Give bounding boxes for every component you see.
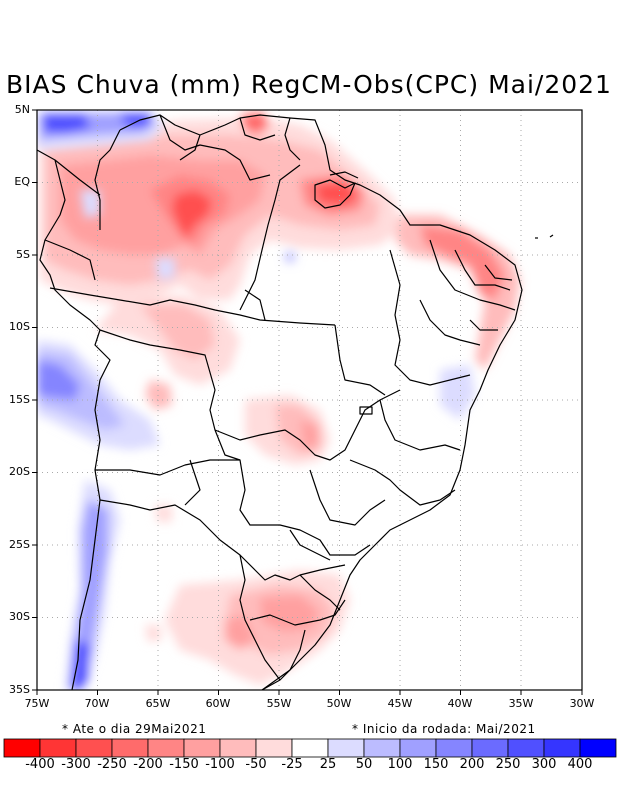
lon-label: 35W	[508, 697, 534, 710]
red-bias-areas	[40, 112, 520, 685]
colorbar-tick-label: -100	[205, 757, 235, 772]
colorbar-tick-label: 150	[423, 757, 449, 772]
graticule	[37, 110, 582, 690]
colorbar-tick-label: -250	[97, 757, 127, 772]
colorbar-tick-label: 300	[531, 757, 557, 772]
colorbar-swatch	[471, 738, 509, 758]
colorbar-swatch	[147, 738, 185, 758]
colorbar-swatch	[291, 738, 329, 758]
colorbar-tick-label: -150	[169, 757, 199, 772]
colorbar-tick-label: -50	[245, 757, 267, 772]
colorbar-swatch	[3, 738, 41, 758]
map-title: BIAS Chuva (mm) RegCM-Obs(CPC) Mai/2021	[6, 70, 612, 99]
colorbar-swatch	[219, 738, 257, 758]
lat-label: EQ	[14, 175, 30, 188]
axis-ticks	[32, 109, 583, 695]
note-until-date: * Ate o dia 29Mai2021	[62, 722, 207, 736]
lon-label: 75W	[24, 697, 50, 710]
lat-label: 20S	[9, 465, 30, 478]
colorbar-tick-label: 400	[567, 757, 593, 772]
note-run-start: * Inicio da rodada: Mai/2021	[352, 722, 536, 736]
lon-label: 60W	[205, 697, 231, 710]
lon-label: 50W	[326, 697, 352, 710]
colorbar-tick-label: -25	[281, 757, 303, 772]
colorbar-tick-label: 25	[319, 757, 337, 772]
lon-label: 30W	[569, 697, 595, 710]
colorbar-swatch	[255, 738, 293, 758]
lat-label: 35S	[9, 683, 30, 696]
colorbar-swatch	[39, 738, 77, 758]
colorbar-swatch	[435, 738, 473, 758]
colorbar-swatch	[75, 738, 113, 758]
colorbar-swatch	[363, 738, 401, 758]
colorbar-swatch	[111, 738, 149, 758]
colorbar-swatch	[543, 738, 581, 758]
colorbar-tick-label: 250	[495, 757, 521, 772]
colorbar-tick-label: -400	[25, 757, 55, 772]
bias-field	[37, 112, 520, 690]
lat-label: 30S	[9, 610, 30, 623]
lon-label: 45W	[387, 697, 413, 710]
colorbar-tick-label: -200	[133, 757, 163, 772]
lat-label: 15S	[9, 393, 30, 406]
colorbar-tick-label: -300	[61, 757, 91, 772]
colorbar-swatch	[183, 738, 221, 758]
colorbar-swatch	[399, 738, 437, 758]
colorbar-swatch	[327, 738, 365, 758]
colorbar-swatch	[507, 738, 545, 758]
lon-label: 70W	[84, 697, 110, 710]
lat-label: 25S	[9, 538, 30, 551]
boundaries	[36, 114, 554, 691]
lat-label: 5N	[14, 103, 30, 116]
colorbar-tick-label: 200	[459, 757, 485, 772]
colorbar	[3, 738, 617, 758]
colorbar-tick-label: 50	[355, 757, 373, 772]
lat-label: 10S	[9, 320, 30, 333]
lon-label: 55W	[266, 697, 292, 710]
lon-label: 40W	[447, 697, 473, 710]
colorbar-tick-label: 100	[387, 757, 413, 772]
lon-label: 65W	[145, 697, 171, 710]
lat-label: 5S	[16, 248, 30, 261]
blue-bias-areas	[37, 112, 475, 690]
colorbar-swatch	[579, 738, 617, 758]
